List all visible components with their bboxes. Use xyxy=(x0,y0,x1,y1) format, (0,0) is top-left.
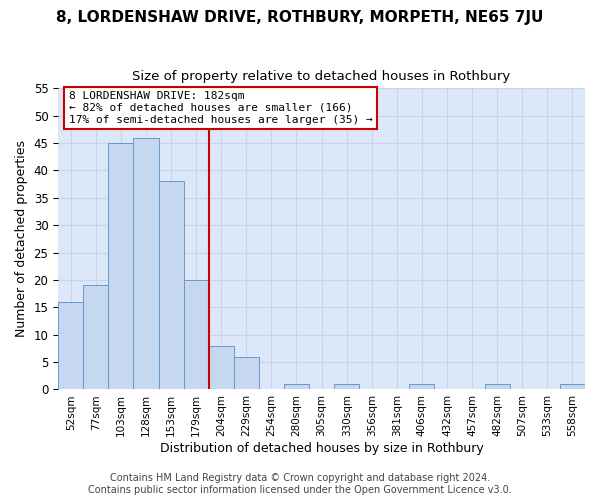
Text: 8 LORDENSHAW DRIVE: 182sqm
← 82% of detached houses are smaller (166)
17% of sem: 8 LORDENSHAW DRIVE: 182sqm ← 82% of deta… xyxy=(68,92,373,124)
Bar xyxy=(560,384,585,390)
Text: 8, LORDENSHAW DRIVE, ROTHBURY, MORPETH, NE65 7JU: 8, LORDENSHAW DRIVE, ROTHBURY, MORPETH, … xyxy=(56,10,544,25)
Bar xyxy=(158,182,184,390)
Bar xyxy=(209,346,234,390)
Bar xyxy=(284,384,309,390)
Bar xyxy=(334,384,359,390)
X-axis label: Distribution of detached houses by size in Rothbury: Distribution of detached houses by size … xyxy=(160,442,484,455)
Bar xyxy=(133,138,158,390)
Title: Size of property relative to detached houses in Rothbury: Size of property relative to detached ho… xyxy=(133,70,511,83)
Bar xyxy=(58,302,83,390)
Bar xyxy=(83,286,109,390)
Text: Contains HM Land Registry data © Crown copyright and database right 2024.
Contai: Contains HM Land Registry data © Crown c… xyxy=(88,474,512,495)
Y-axis label: Number of detached properties: Number of detached properties xyxy=(15,140,28,338)
Bar xyxy=(184,280,209,390)
Bar xyxy=(409,384,434,390)
Bar xyxy=(485,384,510,390)
Bar xyxy=(109,143,133,390)
Bar xyxy=(234,356,259,390)
